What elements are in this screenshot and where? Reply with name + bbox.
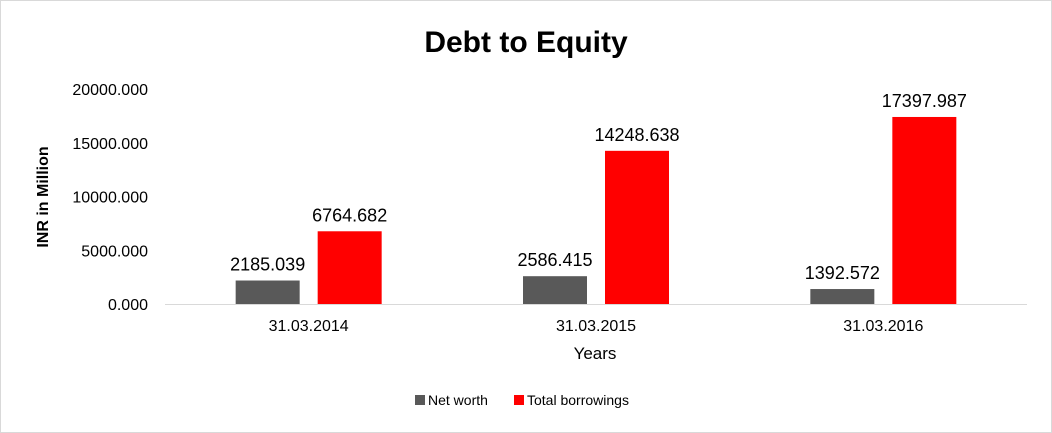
data-label: 2185.039	[230, 255, 305, 275]
legend-swatch	[415, 395, 425, 405]
legend-label: Total borrowings	[527, 392, 629, 408]
legend: Net worth Total borrowings	[415, 392, 629, 408]
data-label: 1392.572	[805, 263, 880, 283]
y-tick-label: 5000.000	[81, 243, 148, 260]
bar-total-borrowings-1	[605, 150, 669, 304]
bar-total-borrowings-2	[892, 116, 957, 304]
x-axis-title: Years	[574, 344, 617, 363]
bar-net-worth-0	[235, 280, 300, 304]
bar-net-worth-2	[810, 289, 875, 304]
data-labels-group: 2185.039 6764.682 2586.415 14248.638 1392.57…	[230, 91, 967, 283]
x-tick-label: 31.03.2015	[556, 318, 636, 335]
legend-label: Net worth	[428, 392, 488, 408]
x-tick-label: 31.03.2016	[843, 318, 923, 335]
y-tick-label: 10000.000	[72, 190, 148, 207]
bar-total-borrowings-0	[317, 231, 382, 304]
bars-group	[235, 116, 957, 304]
y-tick-label: 0.000	[108, 297, 148, 314]
y-axis-ticks: 0.000 5000.000 10000.000 15000.000 20000.000	[72, 82, 148, 314]
x-tick-label: 31.03.2014	[269, 318, 349, 335]
y-axis-title: INR in Million	[35, 146, 52, 247]
legend-swatch	[514, 395, 524, 405]
data-label: 2586.415	[517, 250, 592, 270]
y-tick-label: 15000.000	[72, 136, 148, 153]
data-label: 14248.638	[594, 125, 679, 145]
y-tick-label: 20000.000	[72, 82, 148, 99]
bar-net-worth-1	[523, 276, 587, 304]
chart-title: Debt to Equity	[424, 26, 628, 59]
data-label: 6764.682	[312, 205, 387, 225]
x-axis-ticks: 31.03.2014 31.03.2015 31.03.2016	[269, 318, 924, 335]
data-label: 17397.987	[882, 91, 967, 111]
